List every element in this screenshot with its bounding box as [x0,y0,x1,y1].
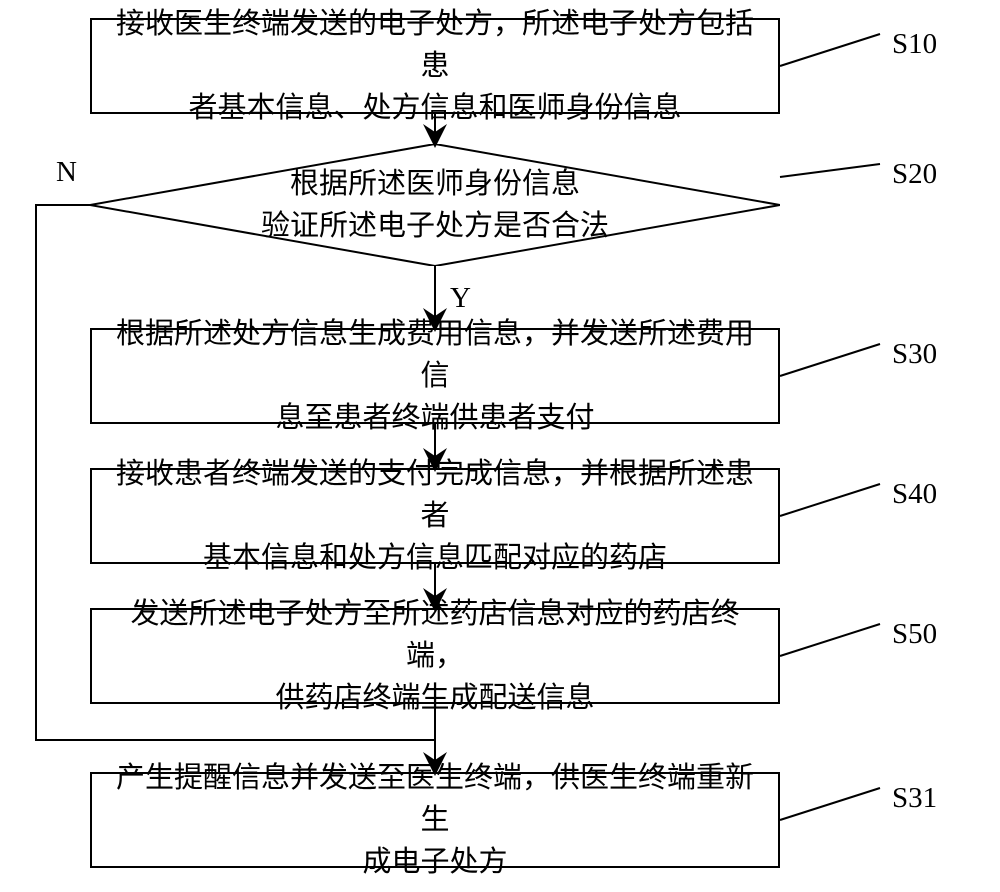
node-s10-line2: 者基本信息、处方信息和医师身份信息 [112,87,758,129]
step-label-s50: S50 [892,618,937,651]
node-s20-line1: 根据所述医师身份信息 [290,163,580,205]
step-label-s20: S20 [892,158,937,191]
node-s10: 接收医生终端发送的电子处方，所述电子处方包括患 者基本信息、处方信息和医师身份信… [90,18,780,114]
branch-label-yes: Y [450,282,471,315]
step-label-s10: S10 [892,28,937,61]
node-s30-line2: 息至患者终端供患者支付 [112,397,758,439]
node-s50-line1: 发送所述电子处方至所述药店信息对应的药店终端， [112,593,758,677]
branch-label-no: N [56,156,77,189]
node-s20: 根据所述医师身份信息 验证所述电子处方是否合法 [90,144,780,266]
step-label-s30: S30 [892,338,937,371]
node-s50: 发送所述电子处方至所述药店信息对应的药店终端， 供药店终端生成配送信息 [90,608,780,704]
node-s31-line1: 产生提醒信息并发送至医生终端，供医生终端重新生 [112,757,758,841]
step-label-s40: S40 [892,478,937,511]
node-s31: 产生提醒信息并发送至医生终端，供医生终端重新生 成电子处方 [90,772,780,868]
node-s30: 根据所述处方信息生成费用信息，并发送所述费用信 息至患者终端供患者支付 [90,328,780,424]
step-label-s31: S31 [892,782,937,815]
node-s50-line2: 供药店终端生成配送信息 [112,677,758,719]
node-s30-line1: 根据所述处方信息生成费用信息，并发送所述费用信 [112,313,758,397]
node-s31-line2: 成电子处方 [112,841,758,883]
node-s40-line1: 接收患者终端发送的支付完成信息，并根据所述患者 [112,453,758,537]
flowchart-canvas: 接收医生终端发送的电子处方，所述电子处方包括患 者基本信息、处方信息和医师身份信… [0,0,1000,892]
node-s40-line2: 基本信息和处方信息匹配对应的药店 [112,537,758,579]
node-s20-line2: 验证所述电子处方是否合法 [261,205,609,247]
node-s40: 接收患者终端发送的支付完成信息，并根据所述患者 基本信息和处方信息匹配对应的药店 [90,468,780,564]
node-s10-line1: 接收医生终端发送的电子处方，所述电子处方包括患 [112,3,758,87]
